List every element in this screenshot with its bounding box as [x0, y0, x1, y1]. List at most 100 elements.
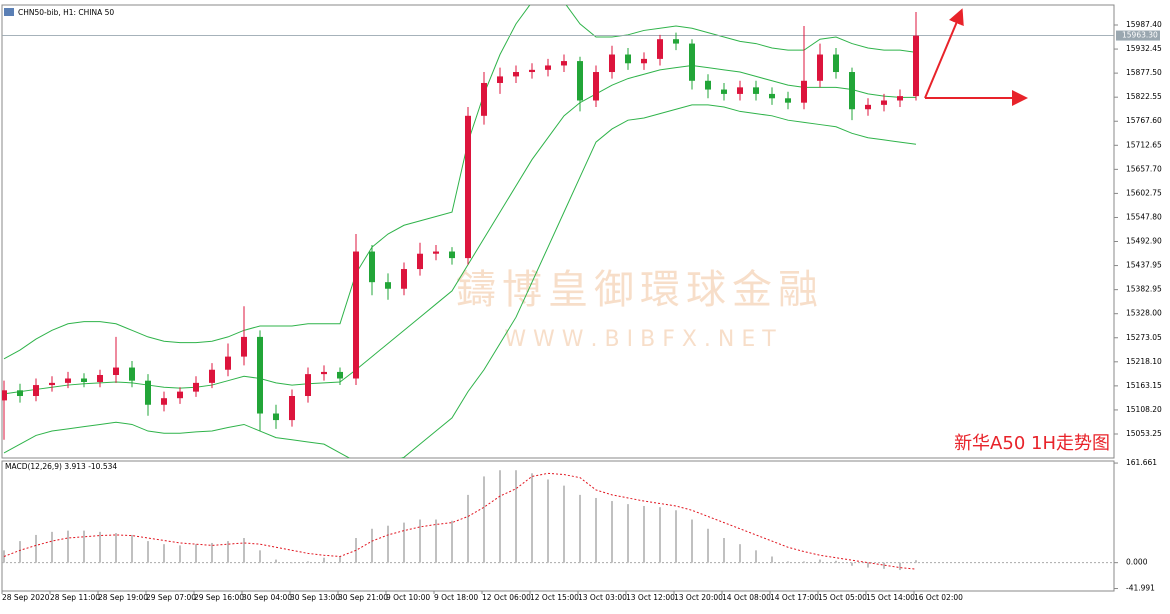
y-tick-label: 15547.80	[1126, 212, 1162, 221]
macd-histogram	[3, 550, 5, 563]
x-tick-label: 28 Sep 11:00	[50, 593, 100, 602]
candle-body	[369, 251, 375, 283]
y-tick-label: 15108.20	[1126, 405, 1162, 414]
macd-histogram	[259, 550, 261, 563]
candle-body	[593, 72, 599, 101]
macd-pane	[1, 460, 1115, 592]
candle-body	[257, 336, 263, 414]
macd-histogram	[659, 507, 661, 563]
macd-histogram	[899, 562, 901, 571]
macd-histogram	[19, 541, 21, 563]
macd-histogram	[51, 531, 53, 563]
macd-histogram	[435, 519, 437, 563]
macd-histogram	[691, 519, 693, 563]
candle-body	[385, 282, 391, 289]
bollinger-band	[3, 5, 917, 360]
candle-body	[353, 251, 359, 379]
y-tick-label: 15712.65	[1126, 140, 1162, 149]
candle-body	[865, 104, 871, 110]
macd-histogram	[835, 560, 837, 563]
macd-histogram	[579, 494, 581, 563]
y-tick-label: -41.991	[1126, 584, 1155, 593]
y-tick-label: 15987.40	[1126, 20, 1162, 29]
macd-histogram	[707, 528, 709, 563]
candle-body	[897, 96, 903, 101]
macd-histogram	[723, 538, 725, 563]
candle-body	[321, 371, 327, 375]
macd-histogram	[563, 485, 565, 563]
watermark: 鑄博皇御環球金融	[456, 267, 824, 313]
candle-body	[801, 80, 807, 103]
candle-body	[849, 72, 855, 110]
y-tick-label: 161.661	[1126, 458, 1157, 467]
macd-histogram	[131, 534, 133, 563]
candle-body	[273, 413, 279, 421]
macd-histogram	[851, 562, 853, 566]
macd-plot	[2, 470, 1114, 571]
candle-body	[417, 253, 423, 270]
macd-histogram	[883, 562, 885, 569]
candle-body	[433, 251, 439, 254]
macd-histogram	[467, 494, 469, 563]
macd-histogram	[499, 470, 501, 563]
macd-histogram	[115, 533, 117, 563]
macd-histogram	[803, 561, 805, 563]
x-tick-label: 15 Oct 14:00	[866, 593, 915, 602]
y-tick-label: 15492.90	[1126, 237, 1162, 246]
y-tick-label: 15437.95	[1126, 261, 1162, 270]
macd-histogram	[163, 544, 165, 563]
axes: 15987.40 15932.45 15877.50 15822.55 15767.60…	[1, 20, 1162, 602]
macd-histogram	[403, 522, 405, 563]
x-tick-label: 13 Oct 12:00	[626, 593, 675, 602]
candle-body	[305, 374, 311, 397]
candle-body	[769, 93, 775, 99]
macd-histogram	[275, 559, 277, 563]
macd-histogram	[99, 531, 101, 563]
x-tick-label: 13 Oct 03:00	[578, 593, 627, 602]
x-tick-label: 28 Sep 2020	[2, 593, 50, 602]
candle-body	[497, 76, 503, 83]
macd-histogram	[339, 556, 341, 563]
macd-histogram	[643, 505, 645, 563]
main-pane	[1, 4, 1115, 459]
candle-body	[337, 371, 343, 379]
candle-body	[833, 54, 839, 73]
x-tick-label: 9 Oct 10:00	[386, 593, 430, 602]
candle-body	[161, 398, 167, 405]
candle-body	[145, 380, 151, 405]
candle-body	[113, 367, 119, 375]
x-tick-label: 30 Sep 13:00	[290, 593, 340, 602]
candle-body	[17, 390, 23, 397]
x-tick-label: 16 Oct 02:00	[914, 593, 963, 602]
y-tick-label: 15602.75	[1126, 188, 1162, 197]
candle-body	[513, 72, 519, 77]
macd-histogram	[531, 473, 533, 563]
candle-body	[689, 43, 695, 81]
candle-body	[721, 89, 727, 94]
price-plot	[2, 5, 1114, 458]
chart-title: CHN50-bib, H1: CHINA 50	[18, 8, 114, 17]
macd-histogram	[451, 520, 453, 563]
y-tick-label: 15273.05	[1126, 333, 1162, 342]
candle-body	[465, 115, 471, 259]
candle-body	[561, 61, 567, 66]
x-tick-label: 9 Oct 18:00	[434, 593, 478, 602]
macd-histogram	[307, 561, 309, 563]
candle-body	[673, 39, 679, 44]
candle-body	[545, 65, 551, 70]
candle-body	[657, 39, 663, 59]
candle-body	[913, 35, 919, 97]
watermark-url: W W W . B I B F X . N E T	[504, 327, 776, 352]
macd-histogram	[675, 510, 677, 563]
macd-histogram	[243, 538, 245, 563]
macd-histogram	[387, 525, 389, 563]
candle-body	[641, 58, 647, 64]
macd-histogram	[419, 519, 421, 563]
x-tick-label: 28 Sep 19:00	[98, 593, 148, 602]
candle-body	[81, 378, 87, 382]
macd-histogram	[483, 476, 485, 563]
macd-histogram	[739, 544, 741, 563]
x-tick-label: 29 Sep 16:00	[194, 593, 244, 602]
y-tick-label: 15877.50	[1126, 68, 1162, 77]
